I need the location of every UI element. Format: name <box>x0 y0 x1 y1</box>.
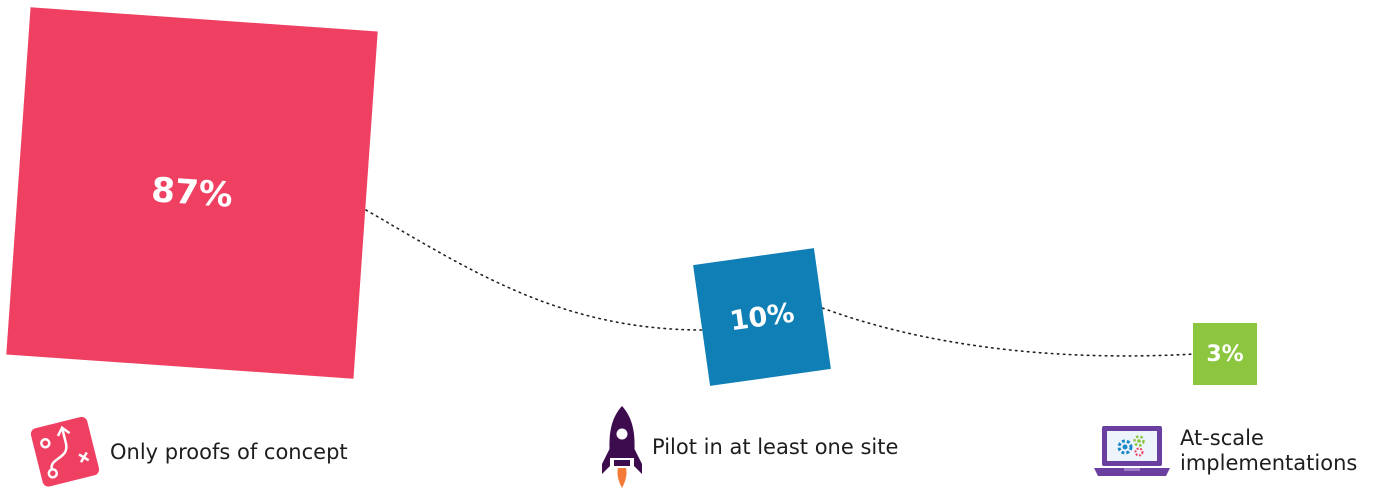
map-route-icon <box>30 416 100 487</box>
connector-line-2 <box>816 305 1196 357</box>
value-label-3: 3% <box>1206 341 1244 367</box>
share-square-at-scale: 3% <box>1193 323 1257 385</box>
connector-line-1 <box>365 209 704 331</box>
caption-text: Pilot in at least one site <box>652 434 899 459</box>
caption-at-scale: At-scale implementations <box>1092 418 1360 484</box>
caption-pilot: Pilot in at least one site <box>600 404 898 490</box>
rocket-icon <box>602 406 642 488</box>
value-label-10: 10% <box>727 297 797 337</box>
share-square-proofs-of-concept: 87% <box>6 7 378 379</box>
laptop-gears-icon <box>1094 426 1170 476</box>
caption-text: At-scale implementations <box>1180 426 1358 475</box>
value-label-87: 87% <box>150 170 234 216</box>
caption-text: Only proofs of concept <box>110 439 348 464</box>
share-square-pilot: 10% <box>693 248 831 386</box>
caption-proofs-of-concept: Only proofs of concept <box>26 414 348 490</box>
